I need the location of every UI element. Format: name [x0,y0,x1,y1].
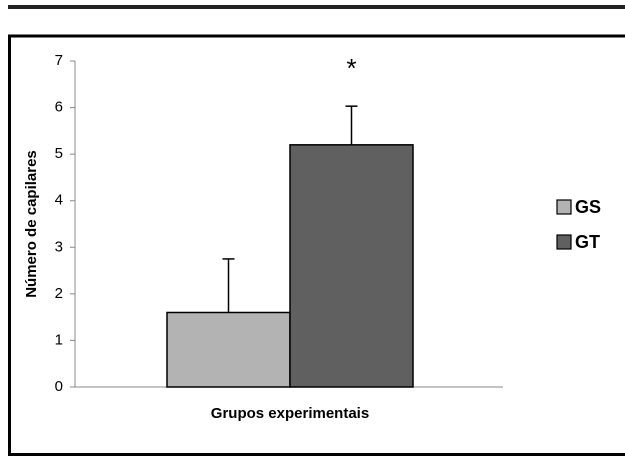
y-tick-label: 6 [55,99,63,116]
bar [166,311,291,388]
annotation: * [346,53,356,83]
legend-label: GS [575,197,601,217]
x-axis-label: Grupos experimentais [211,405,369,422]
y-tick-label: 4 [55,192,63,209]
y-tick-label: 7 [55,52,63,69]
frame [8,34,625,456]
error-bar [345,105,358,145]
error-bar [222,258,235,313]
y-tick-label: 5 [55,145,63,162]
y-tick-label: 0 [55,378,63,395]
top-rule [8,5,625,9]
y-tick-label: 1 [55,331,63,348]
legend-swatch [556,234,572,250]
y-tick-label: 3 [55,238,63,255]
legend-label: GT [575,232,600,252]
y-axis-label: Número de capilares [23,150,40,298]
bar [289,144,414,388]
legend-swatch [556,199,572,215]
y-tick-label: 2 [55,285,63,302]
